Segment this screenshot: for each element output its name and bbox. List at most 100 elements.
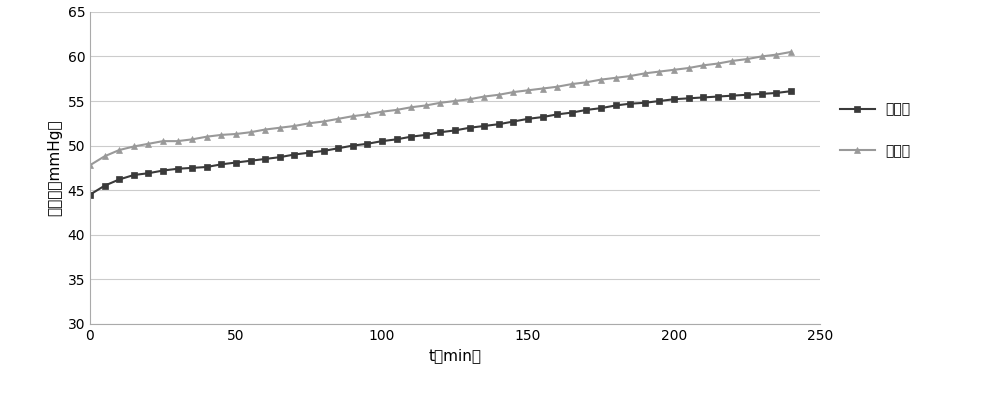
Line: 牛全血: 牛全血 [87, 88, 794, 198]
代全血 [215, 132, 227, 137]
牛全血 [259, 156, 271, 161]
代全血 [84, 163, 96, 167]
牛全血 [537, 115, 549, 119]
牛全血 [113, 177, 125, 182]
牛全血 [186, 166, 198, 170]
牛全血 [128, 173, 140, 177]
代全血 [142, 141, 154, 146]
牛全血 [84, 192, 96, 197]
牛全血 [376, 139, 388, 143]
代全血 [434, 100, 446, 105]
代全血 [420, 103, 432, 108]
牛全血 [318, 149, 330, 153]
牛全血 [507, 119, 519, 124]
代全血 [245, 130, 257, 135]
代全血 [756, 54, 768, 59]
牛全血 [493, 122, 505, 126]
牛全血 [712, 94, 724, 99]
代全血 [464, 97, 476, 102]
牛全血 [697, 95, 709, 100]
牛全血 [405, 134, 417, 139]
代全血 [551, 85, 563, 89]
牛全血 [361, 141, 373, 146]
代全血 [624, 74, 636, 79]
代全血 [113, 148, 125, 152]
代全血 [318, 119, 330, 124]
代全血 [522, 88, 534, 93]
牛全血 [478, 124, 490, 128]
代全血 [347, 114, 359, 118]
牛全血 [245, 158, 257, 163]
牛全血 [770, 90, 782, 95]
牛全血 [785, 89, 797, 94]
代全血 [361, 112, 373, 117]
牛全血 [522, 117, 534, 121]
Legend: 牛全血, 代全血: 牛全血, 代全血 [834, 97, 916, 164]
代全血 [376, 109, 388, 114]
代全血 [712, 61, 724, 66]
牛全血 [420, 132, 432, 137]
代全血 [741, 57, 753, 62]
代全血 [493, 92, 505, 97]
代全血 [391, 107, 403, 112]
牛全血 [653, 99, 665, 103]
代全血 [303, 121, 315, 126]
牛全血 [464, 125, 476, 130]
代全血 [785, 50, 797, 55]
代全血 [201, 134, 213, 139]
代全血 [566, 82, 578, 87]
代全血 [157, 139, 169, 143]
牛全血 [201, 165, 213, 169]
代全血 [697, 63, 709, 68]
牛全血 [668, 97, 680, 102]
牛全血 [274, 155, 286, 160]
X-axis label: t（min）: t（min） [428, 348, 482, 363]
Y-axis label: 跨膜压（mmHg）: 跨膜压（mmHg） [47, 120, 62, 216]
代全血 [449, 99, 461, 103]
牛全血 [566, 110, 578, 115]
代全血 [653, 69, 665, 74]
牛全血 [157, 168, 169, 173]
代全血 [726, 58, 738, 63]
牛全血 [580, 107, 592, 112]
代全血 [668, 68, 680, 72]
牛全血 [288, 152, 300, 157]
代全血 [639, 71, 651, 76]
代全血 [259, 127, 271, 132]
牛全血 [610, 103, 622, 108]
代全血 [332, 117, 344, 121]
牛全血 [449, 128, 461, 133]
代全血 [99, 154, 111, 159]
牛全血 [756, 92, 768, 96]
代全血 [230, 132, 242, 136]
牛全血 [639, 100, 651, 105]
牛全血 [434, 130, 446, 135]
牛全血 [551, 112, 563, 117]
牛全血 [142, 171, 154, 176]
牛全血 [726, 93, 738, 98]
代全血 [405, 105, 417, 110]
代全血 [288, 124, 300, 128]
牛全血 [624, 101, 636, 106]
Line: 代全血: 代全血 [87, 49, 794, 169]
代全血 [507, 90, 519, 94]
代全血 [683, 66, 695, 70]
代全血 [478, 94, 490, 99]
牛全血 [172, 166, 184, 171]
牛全血 [347, 143, 359, 148]
牛全血 [332, 146, 344, 150]
牛全血 [683, 96, 695, 101]
代全血 [580, 80, 592, 85]
牛全血 [303, 150, 315, 155]
代全血 [172, 139, 184, 143]
代全血 [128, 144, 140, 149]
代全血 [537, 86, 549, 91]
代全血 [274, 125, 286, 130]
牛全血 [99, 183, 111, 188]
代全血 [610, 75, 622, 80]
牛全血 [391, 137, 403, 142]
牛全血 [595, 106, 607, 111]
牛全血 [741, 92, 753, 97]
代全血 [186, 137, 198, 142]
牛全血 [215, 162, 227, 167]
